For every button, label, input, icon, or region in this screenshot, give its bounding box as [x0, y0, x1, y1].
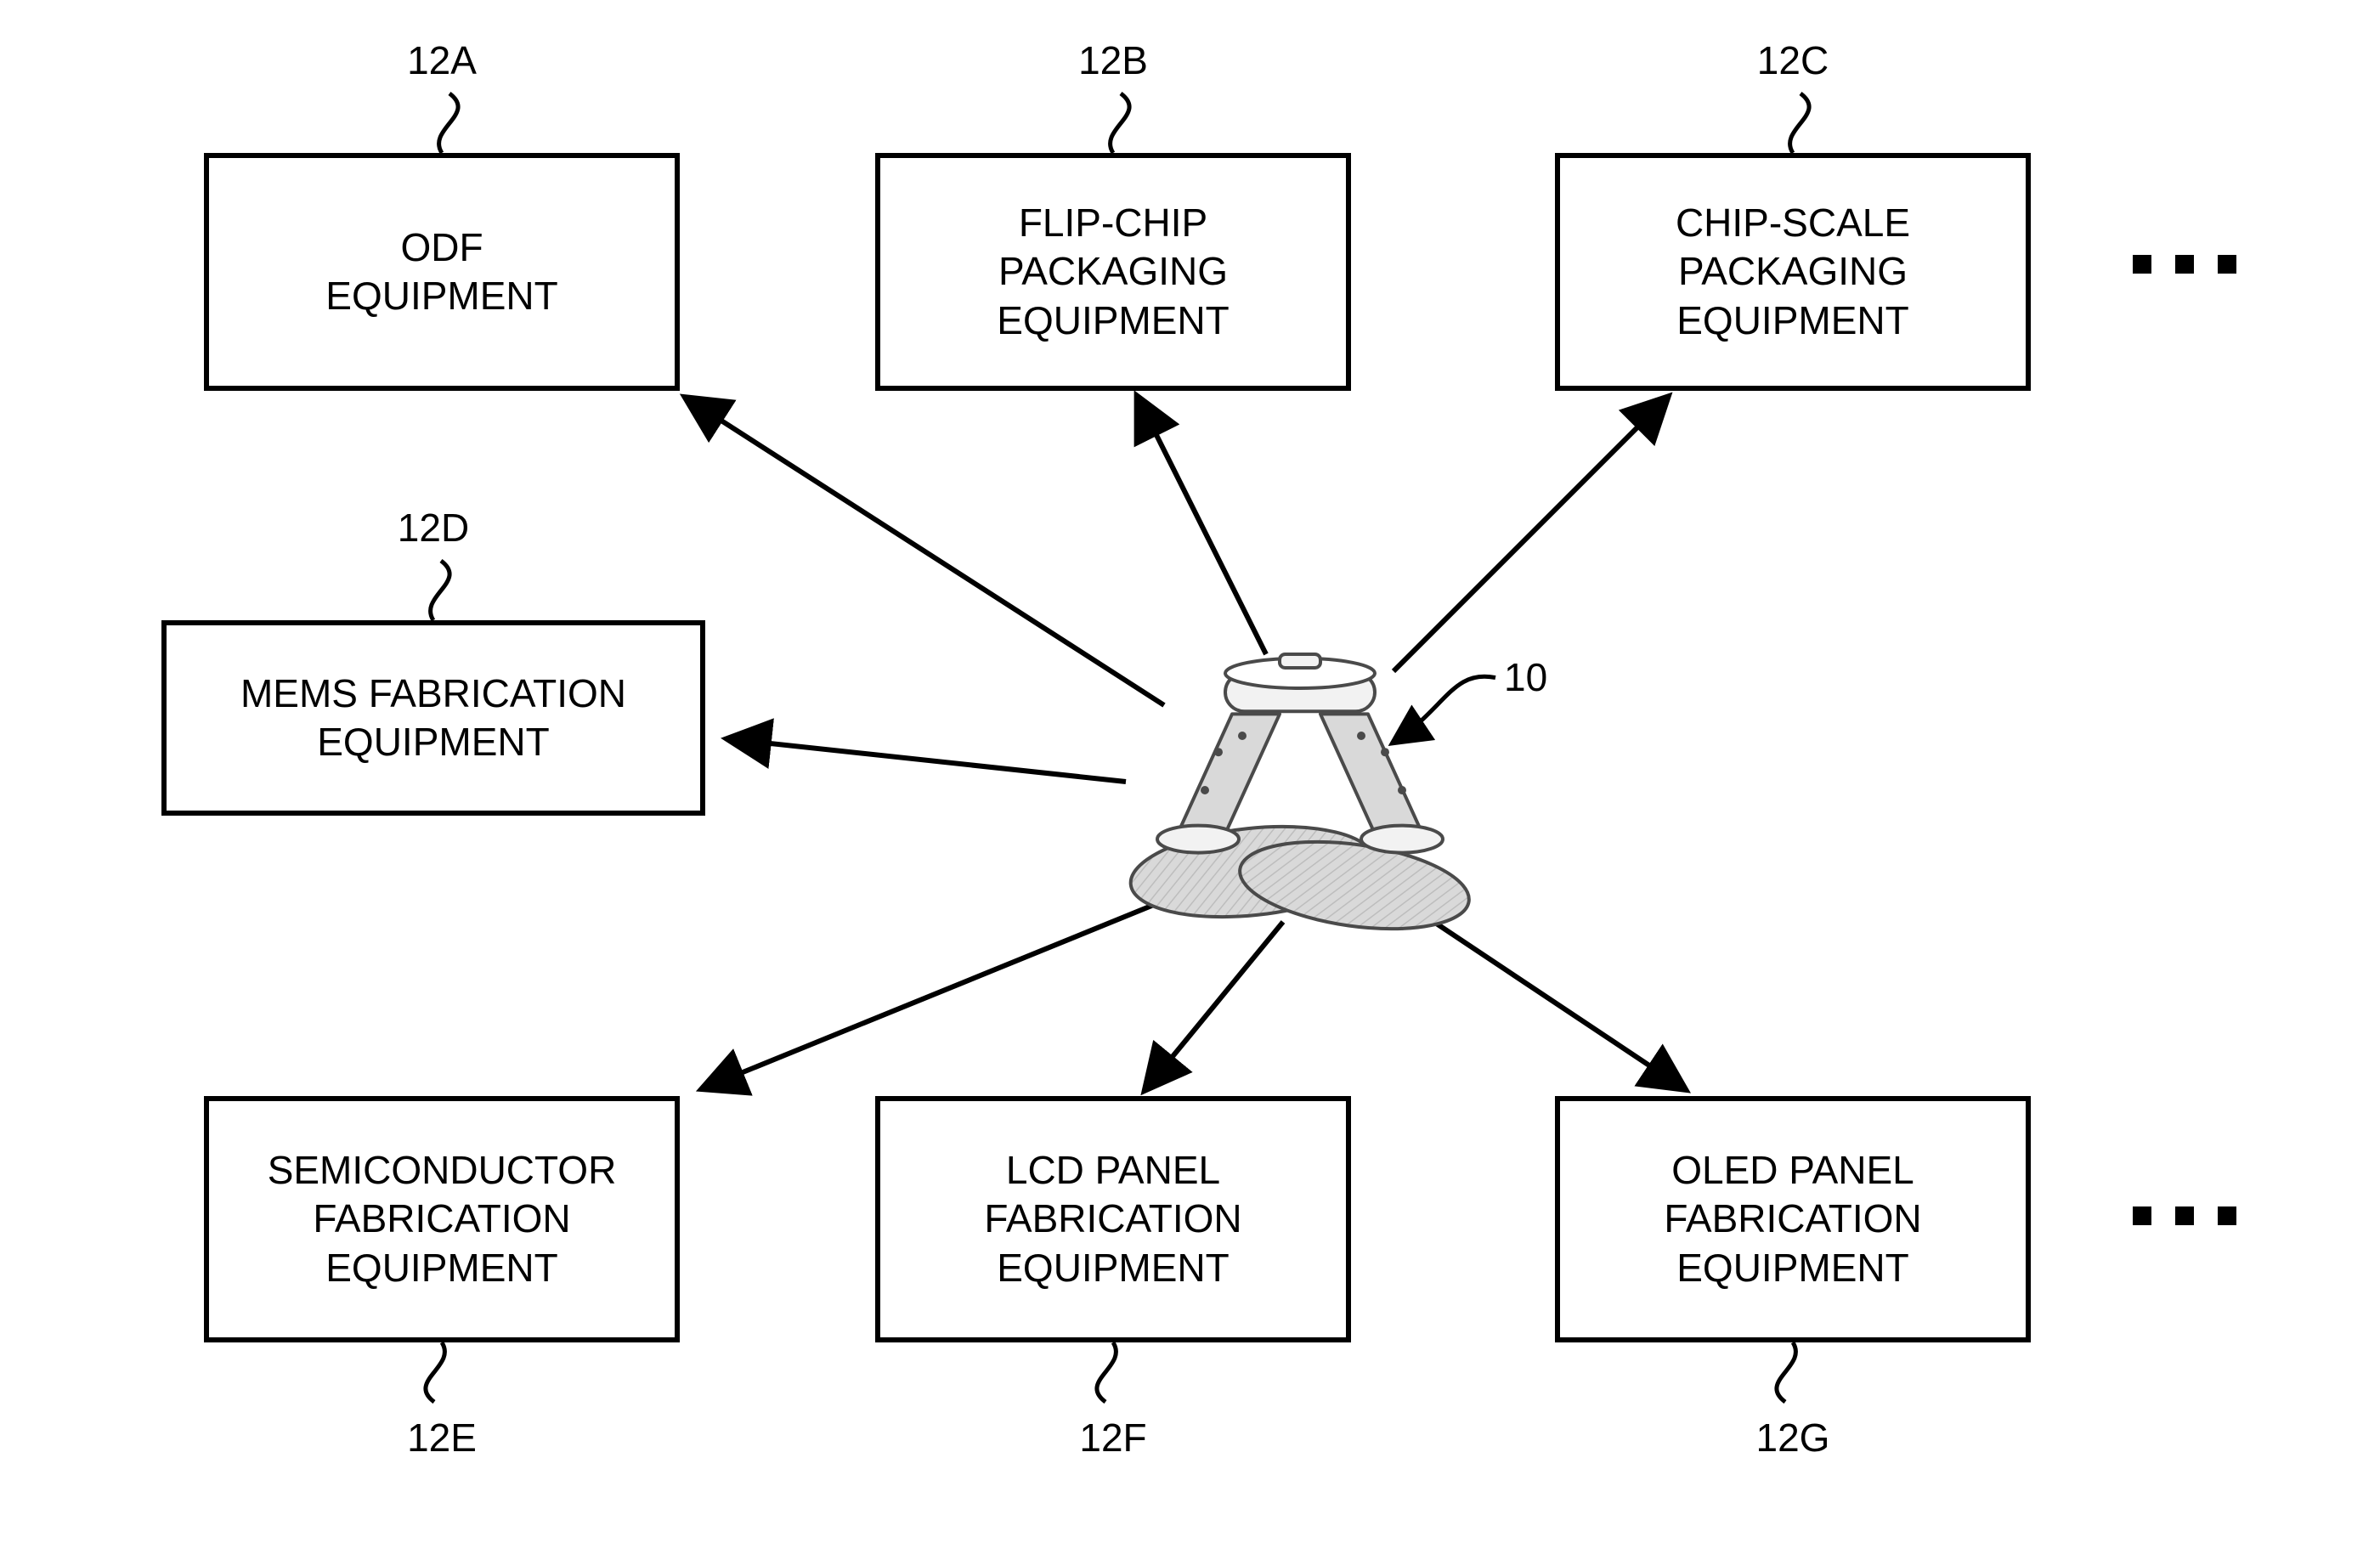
node-12d: MEMS FABRICATIONEQUIPMENT	[161, 620, 705, 816]
node-12g: OLED PANELFABRICATIONEQUIPMENT	[1555, 1096, 2031, 1342]
node-12a-label: ODFEQUIPMENT	[325, 223, 557, 321]
node-12b: FLIP-CHIPPACKAGINGEQUIPMENT	[875, 153, 1351, 391]
node-12f-label: LCD PANELFABRICATIONEQUIPMENT	[984, 1146, 1241, 1293]
node-12d-label: MEMS FABRICATIONEQUIPMENT	[240, 670, 626, 767]
ref-12a: 12A	[391, 37, 493, 83]
ref-12d: 12D	[382, 505, 484, 551]
node-12g-label: OLED PANELFABRICATIONEQUIPMENT	[1664, 1146, 1921, 1293]
ref-12e: 12E	[391, 1415, 493, 1461]
node-12c-label: CHIP-SCALEPACKAGINGEQUIPMENT	[1676, 199, 1910, 346]
node-12b-label: FLIP-CHIPPACKAGINGEQUIPMENT	[997, 199, 1229, 346]
node-12a: ODFEQUIPMENT	[204, 153, 680, 391]
ref-12c: 12C	[1742, 37, 1844, 83]
node-12c: CHIP-SCALEPACKAGINGEQUIPMENT	[1555, 153, 2031, 391]
ellipsis-top	[2133, 255, 2236, 274]
ref-10: 10	[1504, 654, 1547, 700]
ellipsis-bottom	[2133, 1206, 2236, 1225]
ref-12g: 12G	[1742, 1415, 1844, 1461]
node-12e: SEMICONDUCTORFABRICATIONEQUIPMENT	[204, 1096, 680, 1342]
node-12e-label: SEMICONDUCTORFABRICATIONEQUIPMENT	[268, 1146, 617, 1293]
diagram-canvas: ODFEQUIPMENT FLIP-CHIPPACKAGINGEQUIPMENT…	[0, 0, 2380, 1554]
ref-12f: 12F	[1062, 1415, 1164, 1461]
node-12f: LCD PANELFABRICATIONEQUIPMENT	[875, 1096, 1351, 1342]
ref-12b: 12B	[1062, 37, 1164, 83]
